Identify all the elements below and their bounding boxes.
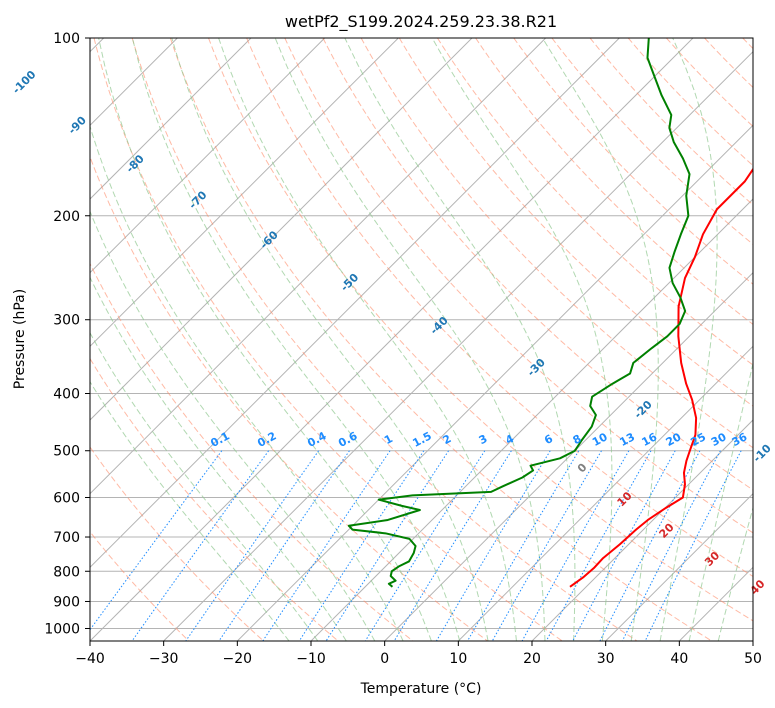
moist-adiabat-line: [171, 38, 489, 641]
isotherm-line: [90, 38, 326, 274]
isotherm-line: [236, 124, 753, 641]
mixing-ratio-line: [491, 450, 602, 641]
y-tick-label: 100: [53, 31, 80, 47]
dry-adiabat-line: [90, 155, 488, 641]
mixing-ratio-line: [545, 450, 652, 641]
moist-adiabat-line: [431, 38, 613, 641]
mixing-ratio-label: 36: [730, 430, 750, 449]
dry-adiabat-line: [627, 38, 753, 167]
isotherm-line: [90, 38, 694, 641]
dry-adiabat-line: [90, 446, 264, 641]
moist-adiabat-line: [90, 124, 404, 641]
dry-adiabat-line: [360, 38, 753, 449]
moist-adiabat-line: [90, 276, 347, 641]
moist-adiabat-line: [659, 38, 718, 641]
y-tick-label: 800: [53, 564, 80, 580]
chart-title: wetPf2_S199.2024.259.23.38.R21: [285, 12, 557, 32]
mixing-ratio-line: [298, 450, 425, 641]
x-tick-label: −10: [296, 651, 326, 667]
dry-adiabat-line: [398, 38, 753, 407]
x-tick-label: −20: [223, 651, 253, 667]
y-tick-label: 600: [53, 490, 80, 506]
moist-adiabat-line: [218, 38, 517, 641]
moist-adiabat-line: [90, 331, 319, 641]
mixing-ratio-line: [572, 450, 676, 641]
dry-adiabat-line: [208, 38, 753, 622]
mixing-ratio-line: [131, 450, 270, 641]
mixing-ratio-label: 13: [617, 430, 637, 449]
mixing-ratio-line: [90, 450, 223, 631]
moist-adiabat-line: [90, 210, 376, 641]
isotherm-line: [605, 492, 753, 641]
isotherm-line: [531, 419, 753, 641]
axis-ticks: −40 −30 −20 −10 0 10 20 30 40 50 100 200 300 400 500 60…: [44, 31, 762, 667]
x-axis-label: Temperature (°C): [360, 681, 482, 697]
y-axis-label: Pressure (hPa): [12, 289, 28, 389]
temperature-line: [569, 167, 753, 588]
moist-adiabat-line: [131, 38, 461, 641]
isotherm-line: [90, 38, 399, 348]
y-tick-label: 1000: [44, 621, 80, 637]
mixing-ratio-line: [599, 450, 701, 641]
x-tick-label: 30: [597, 651, 615, 667]
isotherm-line: [90, 38, 620, 569]
mixing-ratio-line: [621, 450, 721, 641]
dry-adiabat-line: [246, 38, 753, 578]
mixing-ratio-line: [185, 450, 320, 641]
mixing-ratio-label: 16: [640, 430, 660, 449]
x-tick-label: 0: [380, 651, 389, 667]
mixing-ratio-line: [364, 450, 486, 641]
y-tick-label: 500: [53, 444, 80, 460]
dry-adiabat-line: [90, 262, 414, 641]
y-tick-label: 700: [53, 530, 80, 546]
mixing-ratio-line: [218, 450, 350, 641]
moist-adiabat-line: [90, 380, 290, 641]
isotherm-line: [384, 271, 753, 641]
dry-adiabat-line: [589, 38, 753, 206]
x-tick-label: 20: [523, 651, 541, 667]
dry-adiabat-line: [90, 357, 339, 641]
x-tick-label: 10: [449, 651, 467, 667]
isotherm-line: [163, 50, 753, 641]
mixing-ratio-line: [393, 450, 512, 641]
isotherm-line: [457, 345, 753, 641]
dry-adiabat-line: [169, 38, 712, 641]
moist-adiabat-line: [98, 38, 432, 641]
y-tick-label: 900: [53, 594, 80, 610]
mixing-ratio-line: [521, 450, 630, 641]
x-tick-label: −40: [75, 651, 105, 667]
isotherm-line: [90, 38, 252, 200]
y-tick-label: 400: [53, 387, 80, 403]
isotherm-line: [90, 38, 547, 495]
dry-adiabat-line: [437, 38, 753, 366]
plot-area: [90, 38, 753, 641]
y-tick-label: 300: [53, 313, 80, 329]
moist-adiabat-line: [541, 38, 659, 641]
dry-adiabat-line: [513, 38, 753, 285]
mixing-ratio-label: 30: [709, 430, 729, 449]
dewpoint-line: [347, 38, 691, 588]
mixing-ratio-label: 20: [664, 430, 684, 449]
dry-adiabat-line: [131, 38, 638, 641]
mixing-ratio-line: [644, 450, 742, 641]
mixing-ratio-label: 25: [688, 430, 708, 449]
moist-adiabat-line: [274, 38, 546, 641]
x-tick-label: −30: [149, 651, 179, 667]
dry-adiabat-line: [93, 38, 563, 641]
isotherm-line: [90, 38, 473, 421]
dry-adiabat-line: [475, 38, 753, 325]
y-tick-label: 200: [53, 209, 80, 225]
plot-frame: [89, 37, 754, 642]
x-tick-label: 50: [744, 651, 762, 667]
x-tick-label: 40: [670, 651, 688, 667]
mixing-ratio-label: 10: [590, 430, 610, 449]
moist-adiabat-line: [717, 506, 753, 641]
moist-adiabat-line: [688, 360, 753, 641]
moist-adiabat-line: [344, 38, 576, 641]
